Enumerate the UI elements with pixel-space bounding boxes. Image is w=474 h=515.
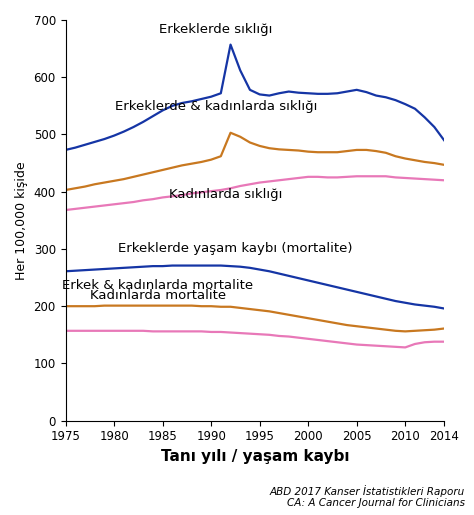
Y-axis label: Her 100,000 kişide: Her 100,000 kişide (15, 161, 28, 280)
Text: ABD 2017 Kanser İstatistikleri Raporu: ABD 2017 Kanser İstatistikleri Raporu (269, 486, 465, 497)
X-axis label: Tanı yılı / yaşam kaybı: Tanı yılı / yaşam kaybı (161, 449, 349, 464)
Text: Kadınlarda mortalite: Kadınlarda mortalite (90, 289, 226, 302)
Text: Kadınlarda sıklığı: Kadınlarda sıklığı (169, 188, 283, 201)
Text: CA: A Cancer Journal for Clinicians: CA: A Cancer Journal for Clinicians (286, 497, 465, 508)
Text: Erkeklerde yaşam kaybı (mortalite): Erkeklerde yaşam kaybı (mortalite) (118, 242, 353, 255)
Text: Erkeklerde sıklığı: Erkeklerde sıklığı (159, 23, 273, 36)
Text: Erkek & kadınlarda mortalite: Erkek & kadınlarda mortalite (62, 280, 253, 293)
Text: Erkeklerde & kadınlarda sıklığı: Erkeklerde & kadınlarda sıklığı (115, 100, 317, 113)
